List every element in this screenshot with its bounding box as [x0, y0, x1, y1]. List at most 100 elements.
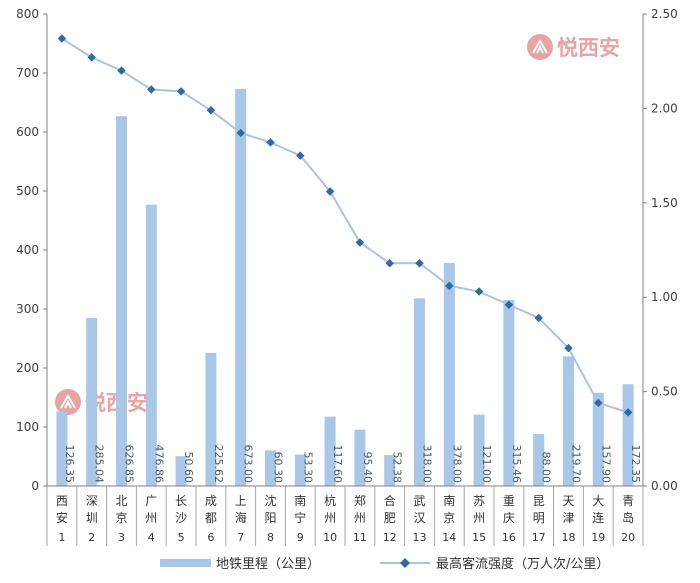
watermark-text: 悦西安: [557, 36, 620, 60]
rank-label: 5: [178, 531, 185, 544]
series-marker: [325, 187, 335, 196]
left-tick-label: 600: [16, 125, 39, 139]
left-tick-label: 400: [16, 243, 39, 257]
bar: [294, 454, 306, 486]
category-label: 州: [473, 511, 485, 525]
legend-marker: [400, 558, 410, 568]
right-tick-label: 2.00: [651, 101, 678, 115]
rank-label: 18: [562, 531, 576, 544]
category-label: 庆: [503, 511, 515, 525]
data-label: 285.04: [93, 445, 106, 484]
data-label: 476.86: [152, 445, 165, 484]
series-marker: [87, 53, 96, 62]
legend-label-bar: 地铁里程（公里）: [216, 557, 320, 572]
left-tick-label: 800: [16, 7, 39, 21]
series-marker: [623, 408, 633, 417]
left-tick-label: 100: [16, 420, 39, 434]
rank-label: 15: [472, 531, 486, 544]
right-tick-label: 0.00: [651, 479, 678, 493]
series-marker: [385, 258, 394, 268]
bar-series: 126.35 285.04 626.85 476.86 50.60 225.62 673.0…: [56, 88, 642, 487]
category-label: 昆: [533, 494, 545, 508]
category-label: 宁: [294, 510, 306, 525]
bar: [145, 204, 157, 487]
rank-label: 1: [58, 531, 65, 544]
bar: [116, 116, 127, 486]
series-marker: [176, 87, 186, 96]
rank-label: 6: [207, 531, 214, 544]
legend: 地铁里程（公里） 最高客流强度（万人次/公里）: [160, 556, 609, 572]
bar: [86, 317, 98, 486]
rank-label: 4: [148, 531, 155, 544]
data-label: 121.00: [480, 445, 493, 484]
bar: [533, 434, 545, 486]
category-label: 圳: [86, 511, 98, 525]
category-label: 沈: [264, 493, 276, 508]
series-marker: [445, 281, 454, 291]
bar: [473, 414, 485, 486]
series-marker: [564, 343, 573, 353]
category-label: 天: [562, 494, 574, 508]
data-label: 225.62: [212, 445, 225, 484]
category-label: 大: [592, 494, 604, 508]
data-label: 88.00: [540, 452, 553, 484]
data-label: 117.60: [331, 445, 344, 484]
category-label: 海: [235, 510, 247, 525]
data-label: 626.85: [123, 445, 136, 484]
watermark-top: 悦西安: [527, 34, 620, 60]
category-label: 长: [175, 494, 187, 508]
right-tick-label: 0.50: [651, 385, 678, 399]
category-label: 西: [56, 494, 68, 508]
rank-label: 7: [237, 531, 244, 544]
category-label: 岛: [622, 510, 634, 525]
category-label: 沙: [175, 511, 187, 525]
bar: [592, 392, 604, 486]
category-label: 武: [413, 494, 425, 508]
rank-label: 14: [442, 531, 456, 544]
bar: [503, 299, 515, 486]
bar: [205, 352, 217, 486]
series-marker: [474, 287, 484, 296]
category-label: 明: [533, 511, 545, 525]
series-marker: [236, 128, 245, 138]
category-label: 连: [592, 510, 604, 525]
data-label: 219.70: [570, 445, 583, 484]
category-label: 青: [622, 494, 634, 508]
series-line: [61, 37, 629, 414]
series-marker: [266, 138, 275, 147]
bar: [324, 416, 336, 486]
category-label: 津: [562, 511, 574, 525]
category-label: 京: [115, 511, 127, 525]
data-label: 157.90: [599, 445, 612, 484]
left-axis-ticks: 0 100 200 300 400 500 600 700 800: [16, 7, 47, 493]
data-label: 126.35: [63, 445, 76, 484]
right-tick-label: 1.50: [651, 196, 678, 210]
left-tick-label: 200: [16, 361, 39, 375]
series-marker: [117, 66, 126, 75]
category-label: 南: [294, 493, 306, 508]
rank-label: 9: [297, 531, 304, 544]
left-tick-label: 700: [16, 66, 39, 80]
series-marker: [296, 151, 305, 160]
rank-label: 8: [267, 531, 274, 544]
bar: [354, 429, 366, 486]
category-label: 广: [145, 494, 157, 508]
category-label: 深: [86, 494, 98, 508]
data-label: 60.30: [272, 452, 285, 484]
rank-label: 3: [118, 531, 125, 544]
bar: [443, 262, 455, 486]
category-label: 州: [354, 511, 366, 525]
bar: [175, 456, 187, 486]
bar: [384, 455, 396, 486]
series-marker: [57, 34, 67, 43]
right-tick-label: 2.50: [651, 7, 678, 21]
right-axis-ticks: 0.00 0.50 1.00 1.50 2.00 2.50: [643, 7, 678, 493]
bar: [56, 411, 68, 486]
category-label: 汉: [413, 511, 425, 525]
category-label: 阳: [264, 511, 276, 525]
series-marker: [147, 85, 156, 94]
rank-label: 13: [413, 531, 427, 544]
bar: [414, 298, 425, 486]
data-label: 172.35: [629, 445, 642, 484]
rank-label: 11: [353, 531, 367, 544]
